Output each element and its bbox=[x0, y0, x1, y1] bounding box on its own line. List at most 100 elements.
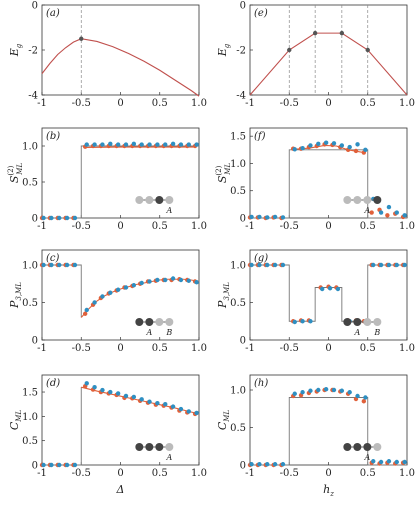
data-point bbox=[139, 397, 144, 402]
x-tick-label: -0.5 bbox=[280, 98, 299, 109]
y-tick-label: 0.5 bbox=[230, 186, 246, 197]
y-tick-label: 0 bbox=[240, 336, 246, 347]
x-tick-label: 0.5 bbox=[360, 221, 376, 232]
data-point bbox=[108, 290, 113, 295]
data-point bbox=[123, 393, 129, 399]
x-tick-label: 0 bbox=[325, 98, 331, 109]
inset-site bbox=[165, 318, 174, 326]
data-point bbox=[386, 204, 392, 210]
data-point bbox=[163, 142, 168, 147]
y-tick-label: -2 bbox=[28, 46, 38, 57]
y-axis-label: P3,ML bbox=[216, 282, 231, 309]
y-tick-label: -4 bbox=[236, 91, 246, 102]
data-point bbox=[82, 311, 88, 316]
data-point bbox=[347, 144, 352, 150]
data-point bbox=[79, 36, 84, 41]
data-point bbox=[331, 141, 337, 146]
inset-site bbox=[353, 196, 362, 204]
data-point bbox=[257, 462, 262, 467]
x-tick-label: 0 bbox=[325, 221, 331, 232]
x-tick-label: -0.5 bbox=[280, 343, 299, 354]
data-point bbox=[363, 147, 368, 153]
data-point bbox=[131, 141, 137, 147]
data-point bbox=[327, 286, 333, 291]
exact-step-line bbox=[250, 264, 407, 322]
data-point bbox=[385, 213, 390, 218]
x-tick-label: -0.5 bbox=[72, 468, 91, 479]
data-point bbox=[335, 286, 341, 292]
x-tick-label: -0.5 bbox=[280, 221, 299, 232]
inset-site bbox=[145, 443, 154, 451]
data-point bbox=[49, 462, 54, 468]
panel-label: (b) bbox=[46, 131, 60, 142]
y-tick-label: 0.5 bbox=[230, 423, 246, 434]
x-tick-label: -1 bbox=[37, 98, 47, 109]
data-point bbox=[123, 285, 129, 290]
y-tick-label: 1.5 bbox=[22, 388, 38, 399]
inset-site bbox=[363, 443, 372, 451]
data-point bbox=[386, 459, 392, 464]
x-tick-label: 0.5 bbox=[152, 343, 168, 354]
data-point bbox=[92, 300, 97, 305]
series-line bbox=[249, 32, 408, 96]
data-point bbox=[331, 387, 337, 393]
data-point bbox=[155, 142, 160, 147]
x-tick-label: -1 bbox=[245, 221, 255, 232]
data-point bbox=[131, 283, 137, 288]
inset-label: A bbox=[363, 453, 370, 462]
data-point bbox=[339, 388, 345, 393]
inset-label: B bbox=[373, 328, 380, 337]
data-point bbox=[402, 262, 407, 268]
y-tick-label: 0 bbox=[32, 336, 38, 347]
x-tick-label: 1.0 bbox=[399, 343, 415, 354]
inset-label: B bbox=[165, 328, 172, 337]
inset-site bbox=[373, 318, 382, 326]
panel-d: -1 -0.5 0 0.5 1.0 0 0.5 1.0 1.5 (d) CML Δ A bbox=[8, 374, 207, 496]
data-point bbox=[163, 401, 168, 407]
inset-site bbox=[135, 318, 144, 326]
data-point bbox=[249, 214, 254, 220]
panel-a: -1 -0.5 0 0.5 1.0 -4 -2 0 (a) Eg bbox=[8, 1, 207, 110]
data-point bbox=[347, 390, 352, 395]
data-point bbox=[355, 142, 360, 147]
y-axis-label: CML bbox=[216, 410, 231, 431]
data-point bbox=[312, 30, 318, 36]
y-axis-label: S(2)ML bbox=[7, 163, 24, 184]
y-tick-label: 1.0 bbox=[22, 142, 38, 153]
x-tick-label: -0.5 bbox=[280, 468, 299, 479]
data-point bbox=[186, 409, 191, 414]
data-point bbox=[147, 399, 152, 404]
data-point bbox=[308, 143, 313, 148]
panel-e: -1 -0.5 0 0.5 1.0 -4 -2 0 (e) Eg bbox=[216, 1, 415, 110]
data-point bbox=[361, 399, 367, 404]
panel-label: (h) bbox=[254, 378, 268, 389]
y-axis-label: S(2)ML bbox=[215, 163, 232, 184]
inset-site bbox=[135, 443, 144, 451]
y-tick-label: 0 bbox=[240, 461, 246, 472]
data-point bbox=[371, 459, 376, 464]
data-point bbox=[394, 262, 399, 268]
data-point bbox=[402, 213, 407, 218]
data-point bbox=[49, 215, 54, 221]
data-point bbox=[272, 214, 278, 220]
data-point bbox=[139, 280, 144, 286]
x-tick-label: -0.5 bbox=[72, 221, 91, 232]
data-point bbox=[163, 277, 168, 283]
plot-frame bbox=[41, 374, 200, 466]
x-axis-label: Δ bbox=[116, 483, 125, 496]
inset-site bbox=[343, 318, 352, 326]
data-point bbox=[64, 262, 70, 268]
data-point bbox=[363, 395, 368, 400]
data-point bbox=[249, 262, 254, 268]
data-point bbox=[108, 389, 113, 395]
x-tick-label: -0.5 bbox=[72, 98, 91, 109]
series-line bbox=[41, 38, 200, 97]
x-tick-label: 0.5 bbox=[360, 98, 376, 109]
inset-site bbox=[135, 196, 144, 204]
exact-step-line bbox=[42, 264, 82, 318]
exact-step-line bbox=[250, 397, 407, 466]
y-tick-label: 0 bbox=[32, 214, 38, 225]
data-point bbox=[186, 142, 191, 147]
data-point bbox=[84, 142, 89, 147]
plot-frame bbox=[249, 127, 408, 219]
